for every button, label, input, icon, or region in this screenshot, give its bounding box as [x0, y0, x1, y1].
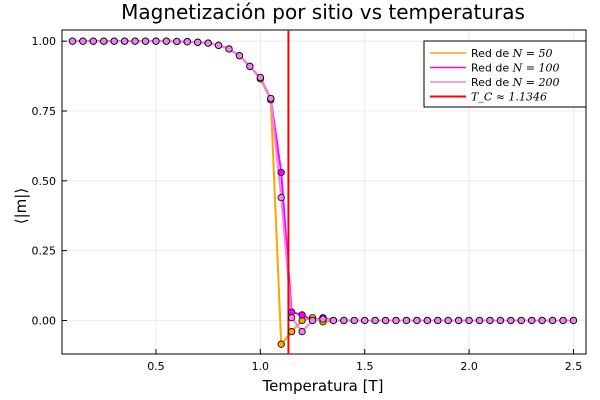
data-point [548, 316, 557, 325]
plot-frame [61, 29, 587, 355]
data-point [225, 45, 233, 53]
data-point [141, 37, 150, 45]
data-point [402, 316, 411, 325]
y-tick-label: 0.75 [32, 105, 57, 118]
data-point [298, 328, 306, 336]
data-point [173, 37, 181, 46]
y-tick-label: 0.00 [32, 314, 57, 327]
data-point [350, 316, 358, 325]
data-point [455, 316, 463, 325]
data-point [162, 37, 170, 45]
data-point [277, 193, 285, 202]
data-point [267, 94, 275, 103]
data-point [340, 316, 348, 325]
data-point [194, 38, 202, 46]
data-point [121, 37, 129, 45]
data-point [100, 37, 108, 45]
data-point [381, 316, 390, 325]
data-point [434, 316, 442, 325]
data-point [68, 37, 77, 45]
data-point [413, 316, 421, 325]
series-markers [68, 37, 578, 348]
data-point [475, 316, 484, 325]
data-point [256, 73, 264, 82]
legend-entry-3: T_C ≈ 1.1346 [471, 91, 547, 104]
data-point [538, 316, 546, 325]
data-point [214, 41, 223, 49]
y-axis-title: ⟨|m|⟩ [12, 188, 30, 224]
axis-ticks: 0.5 1.0 1.5 2.0 2.5 0.00 0.25 0.50 0.75 1.00 [32, 35, 583, 373]
data-point [361, 316, 369, 325]
data-point [465, 316, 473, 325]
y-tick-label: 0.25 [32, 245, 57, 258]
x-axis-title: Temperatura [T] [262, 377, 384, 395]
data-point [235, 52, 244, 60]
data-point [371, 316, 379, 325]
x-tick-label: 1.5 [356, 360, 374, 373]
data-point [392, 316, 400, 325]
x-tick-label: 0.5 [147, 360, 165, 373]
data-point [288, 328, 296, 336]
data-point [507, 316, 515, 325]
x-tick-label: 2.0 [460, 360, 478, 373]
data-point [89, 37, 97, 45]
data-point [517, 316, 525, 325]
data-point [444, 316, 452, 325]
legend-entry-1: Red de N = 100 [471, 62, 560, 75]
data-point [496, 316, 505, 325]
data-point [246, 62, 254, 70]
y-tick-label: 1.00 [32, 35, 57, 48]
data-point [277, 340, 285, 348]
data-point [204, 39, 212, 47]
data-point [486, 316, 494, 325]
data-point [79, 37, 87, 45]
data-point [569, 316, 578, 325]
data-point [319, 315, 327, 323]
legend-entry-0: Red de N = 50 [471, 47, 553, 60]
data-point [298, 311, 306, 319]
data-point [110, 37, 118, 45]
data-point [329, 316, 337, 325]
data-point [152, 37, 160, 45]
y-tick-label: 0.50 [32, 175, 57, 188]
data-point [288, 314, 296, 322]
data-point [559, 316, 567, 325]
data-point [528, 316, 536, 325]
data-point [277, 168, 285, 177]
x-tick-label: 1.0 [252, 360, 270, 373]
data-point [423, 316, 431, 325]
data-point [131, 37, 139, 45]
legend-entry-2: Red de N = 200 [471, 76, 560, 89]
data-point [308, 316, 317, 325]
data-point [183, 38, 191, 46]
x-tick-label: 2.5 [565, 360, 583, 373]
chart-title: Magnetización por sitio vs temperaturas [121, 0, 525, 24]
